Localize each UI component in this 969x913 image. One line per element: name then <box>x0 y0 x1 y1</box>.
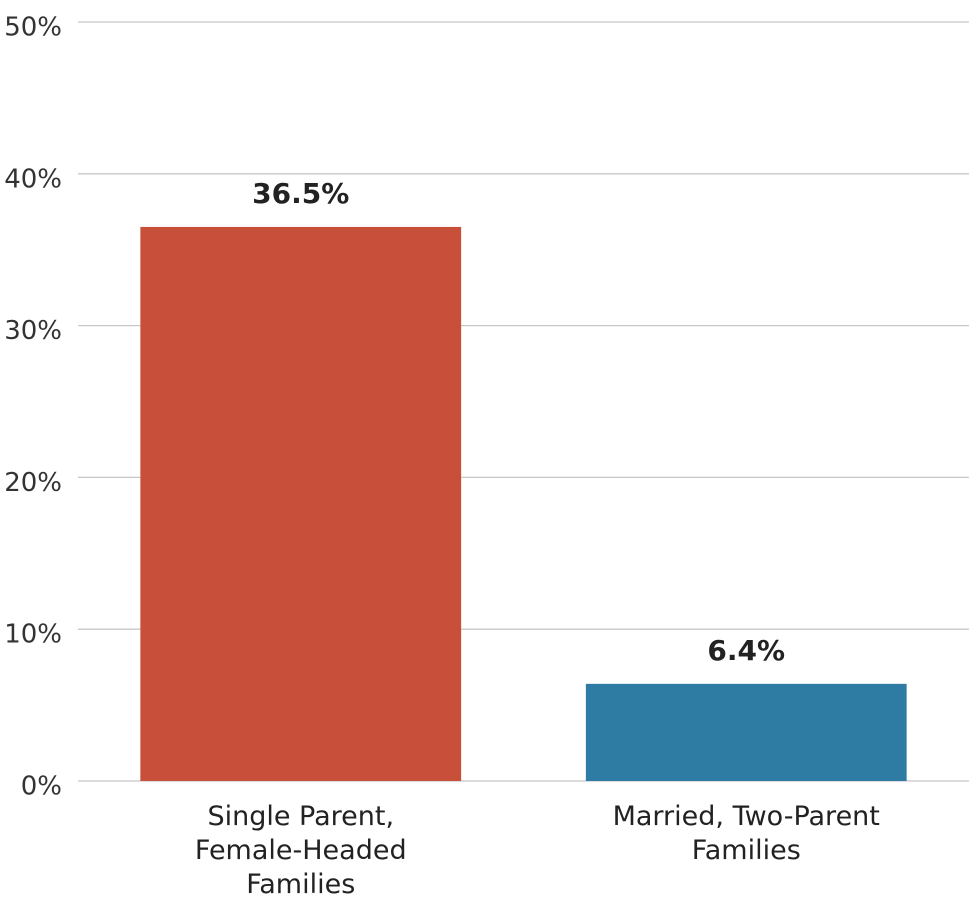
x-tick-label: Married, Two-Parent Families <box>612 801 880 866</box>
y-tick-label: 30% <box>4 316 62 346</box>
x-tick-label: Single Parent, Female-Headed Families <box>194 801 407 900</box>
y-tick-label: 10% <box>4 620 62 650</box>
value-label: 6.4% <box>707 634 785 667</box>
y-tick-label: 50% <box>4 13 62 43</box>
value-label: 36.5% <box>252 177 349 210</box>
y-tick-label: 20% <box>4 468 62 498</box>
y-tick-label: 0% <box>21 772 62 802</box>
bar <box>140 226 462 781</box>
bar <box>585 683 907 781</box>
y-tick-label: 40% <box>4 164 62 194</box>
